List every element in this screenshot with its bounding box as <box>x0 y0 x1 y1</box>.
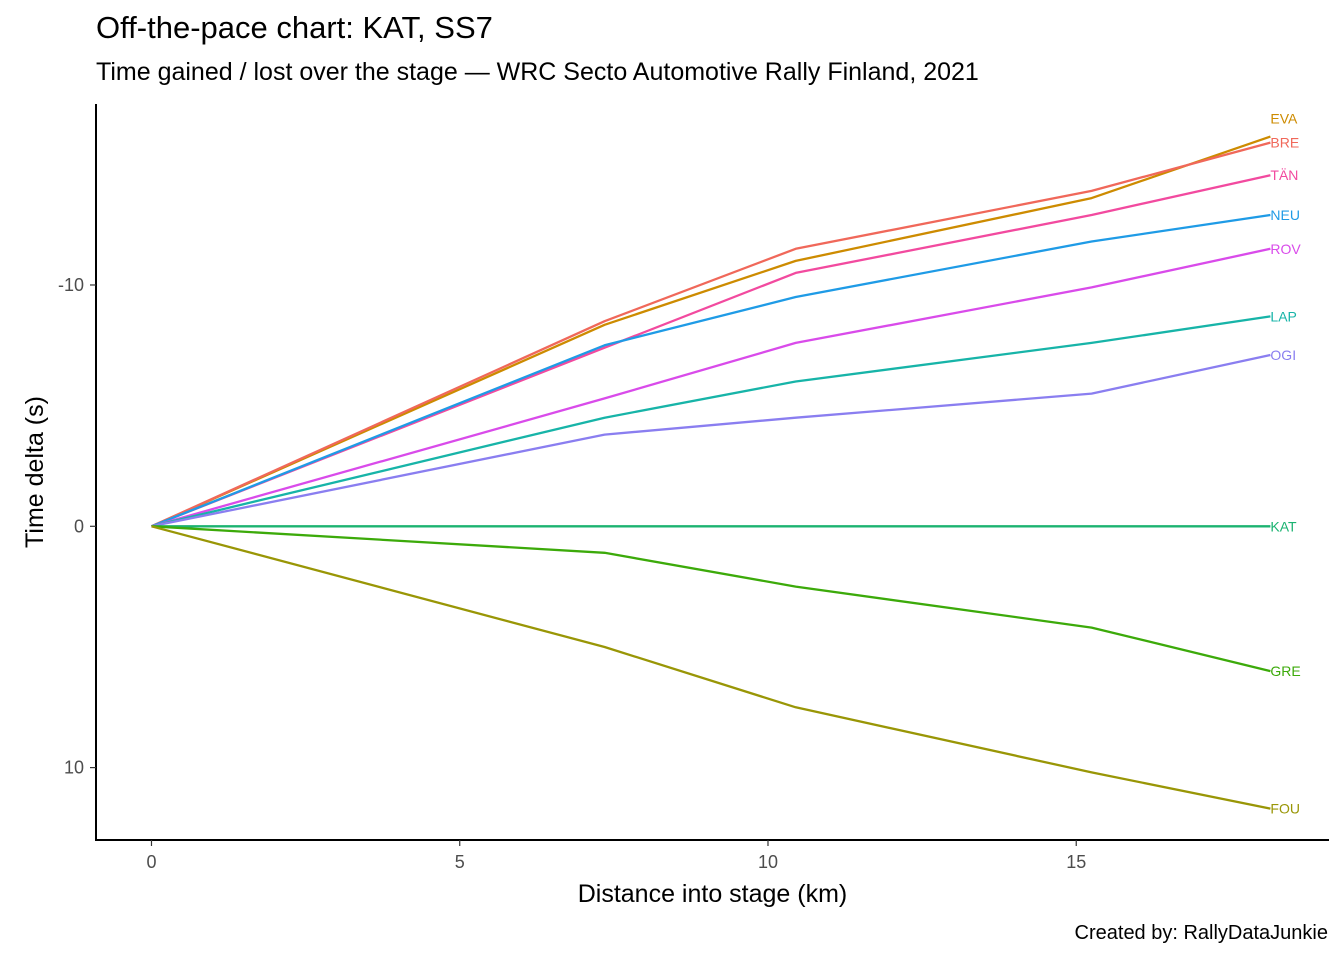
y-tick-label: 10 <box>64 758 84 778</box>
x-tick-label: 0 <box>146 852 156 872</box>
x-tick-label: 5 <box>455 852 465 872</box>
series-line-bre <box>151 141 1271 528</box>
x-axis-title: Distance into stage (km) <box>578 880 848 908</box>
chart-subtitle: Time gained / lost over the stage — WRC … <box>96 58 979 86</box>
series-line-ogi <box>151 353 1271 528</box>
series-label-tän: TÄN <box>1270 167 1298 183</box>
y-axis-ticks: -10 0 10 <box>58 275 96 778</box>
series-line-gre <box>151 525 1271 673</box>
series-label-eva: EVA <box>1270 111 1298 127</box>
series-label-rov: ROV <box>1270 241 1301 257</box>
series-layer <box>151 135 1271 810</box>
series-line-tän <box>151 174 1271 528</box>
series-label-bre: BRE <box>1270 135 1299 151</box>
series-line-eva <box>151 135 1271 528</box>
series-label-layer: EVA BRE TÄN NEU ROV LAP OGI KAT GRE FOU <box>1270 111 1301 817</box>
chart-title: Off-the-pace chart: KAT, SS7 <box>96 10 493 45</box>
y-tick-label: -10 <box>58 275 84 295</box>
series-label-fou: FOU <box>1270 801 1300 817</box>
x-axis-ticks: 0 5 10 15 <box>146 840 1086 872</box>
y-tick-label: 0 <box>74 516 84 536</box>
series-line-rov <box>151 247 1271 528</box>
series-label-neu: NEU <box>1270 207 1300 223</box>
series-line-neu <box>151 213 1271 528</box>
series-label-kat: KAT <box>1270 518 1297 534</box>
x-tick-label: 10 <box>758 852 778 872</box>
series-label-lap: LAP <box>1270 308 1296 324</box>
chart-caption: Created by: RallyDataJunkie <box>1074 922 1328 944</box>
x-tick-label: 15 <box>1066 852 1086 872</box>
y-axis-title: Time delta (s) <box>21 396 49 548</box>
series-line-fou <box>151 525 1271 810</box>
series-label-ogi: OGI <box>1270 347 1296 363</box>
series-label-gre: GRE <box>1270 663 1300 679</box>
series-line-lap <box>151 315 1271 528</box>
